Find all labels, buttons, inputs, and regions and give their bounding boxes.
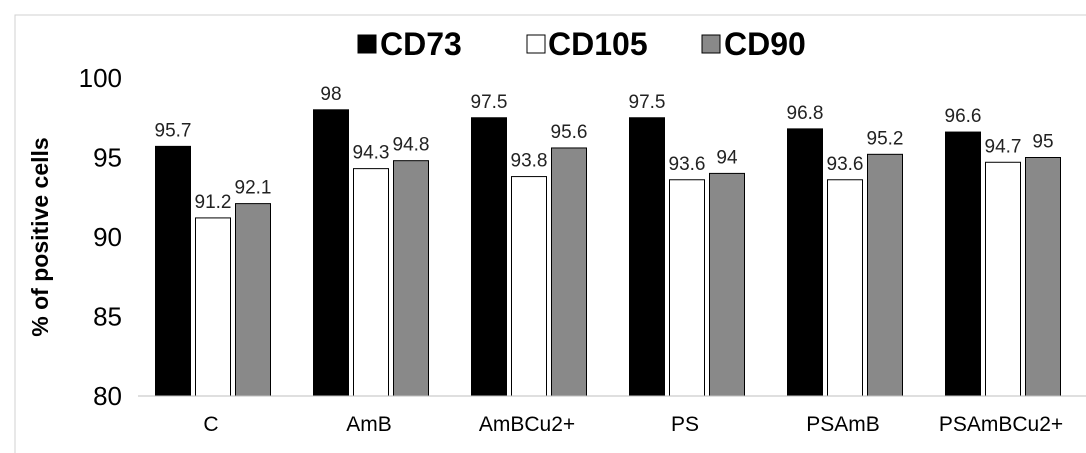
data-label: 96.6: [945, 106, 982, 127]
bar-cd105-3: [669, 179, 705, 397]
legend-swatch-cd90: [701, 34, 721, 54]
bar-cd90-4: [867, 153, 903, 397]
y-tick-label: 95: [93, 143, 122, 173]
data-label: 97.5: [471, 92, 508, 113]
data-label: 93.8: [511, 151, 548, 172]
bar-cd90-2: [551, 147, 587, 397]
y-tick-label: 80: [93, 381, 122, 411]
y-tick-label: 100: [79, 63, 122, 93]
bar-cd90-0: [235, 203, 271, 397]
legend-label-cd90: CD90: [724, 26, 806, 62]
data-label: 93.6: [827, 154, 864, 175]
bar-cd90-5: [1025, 157, 1061, 397]
data-label: 95.2: [867, 128, 904, 149]
bar-cd105-5: [985, 161, 1021, 397]
data-label: 93.6: [669, 154, 706, 175]
data-labels: 95.7 91.292.1 98 94.3 94.8 97.5 93.895.6 97.5 93…: [155, 84, 1054, 213]
data-label: 94.8: [393, 135, 430, 156]
data-label: 98: [320, 84, 341, 105]
category-label: PS: [671, 413, 699, 436]
data-label: 95: [1032, 132, 1053, 153]
bar-cd105-2: [511, 176, 547, 397]
data-label: 92.1: [235, 178, 272, 199]
data-label: 96.8: [787, 103, 824, 124]
chart-frame: [14, 14, 1086, 453]
bar-cd73-0: [155, 145, 191, 397]
bar-cd105-0: [195, 217, 231, 397]
category-label: AmB: [346, 413, 392, 436]
bar-cd73-3: [629, 117, 665, 397]
data-label: 97.5: [629, 92, 666, 113]
data-label: 95.6: [551, 122, 588, 143]
legend-swatch-cd105: [526, 34, 546, 54]
bar-cd73-4: [787, 128, 823, 397]
data-label: 94.3: [353, 143, 390, 164]
data-label: 95.7: [155, 120, 192, 141]
legend-swatch-cd73: [357, 34, 377, 54]
y-tick-label: 85: [93, 302, 122, 332]
bar-cd73-5: [945, 131, 981, 397]
legend-label-cd73: CD73: [380, 26, 462, 62]
bar-cd105-4: [827, 179, 863, 397]
category-label: PSAmBCu2+: [939, 413, 1063, 436]
bar-cd105-1: [353, 168, 389, 397]
legend-label-cd105: CD105: [548, 26, 648, 62]
data-label: 94: [716, 147, 738, 168]
data-label: 94.7: [985, 136, 1022, 157]
category-label: PSAmB: [806, 413, 880, 436]
y-axis-ticks: 80 85 90 95 100: [79, 63, 122, 411]
legend: CD73 CD105 CD90: [357, 26, 806, 62]
bar-cd90-3: [709, 172, 745, 397]
bar-cd73-2: [471, 117, 507, 397]
y-axis-label: % of positive cells: [27, 137, 53, 336]
bar-cd90-1: [393, 160, 429, 397]
y-tick-label: 90: [93, 222, 122, 252]
category-labels: C AmB AmBCu2+ PS PSAmB PSAmBCu2+: [203, 413, 1063, 436]
bar-cd73-1: [313, 109, 349, 397]
category-label: AmBCu2+: [479, 413, 575, 436]
data-label: 91.2: [195, 192, 232, 213]
category-label: C: [203, 413, 218, 436]
